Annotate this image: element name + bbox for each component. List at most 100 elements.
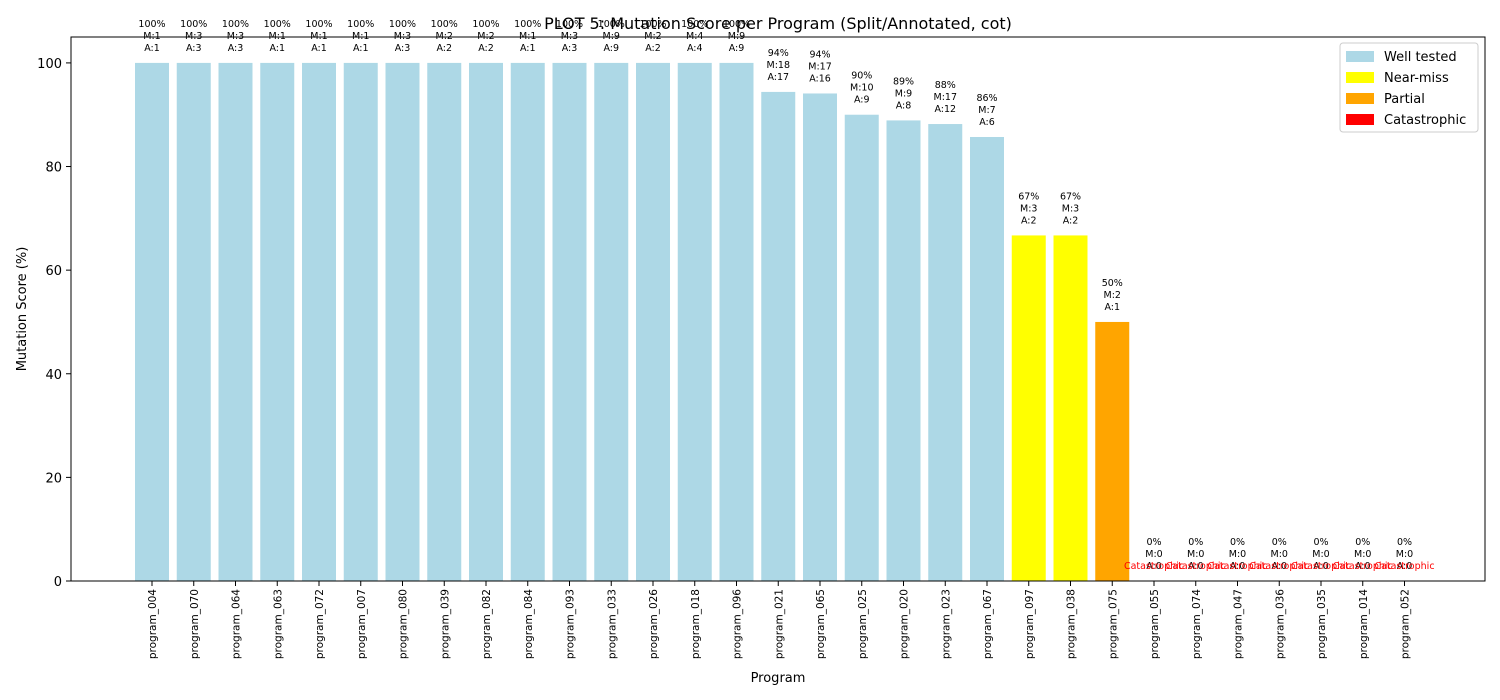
legend-label-cat: Catastrophic: [1384, 113, 1466, 128]
bar-value-label: 100% M:3 A:3: [222, 19, 249, 54]
x-tick-label: program_014: [1358, 589, 1370, 659]
x-tick-label: program_026: [648, 589, 660, 659]
catastrophic-annotation: Catastrophic: [1374, 561, 1434, 572]
bar-value-label: 100% M:9 A:9: [598, 19, 625, 54]
y-tick-label: 20: [45, 471, 62, 486]
legend-box: [1339, 42, 1479, 133]
legend-swatch-partial: [1346, 93, 1374, 104]
x-tick-label: program_036: [1274, 589, 1286, 659]
catastrophic-annotation: Catastrophic: [1291, 561, 1351, 572]
bar-program_065: [803, 93, 837, 581]
bar-program_067: [970, 136, 1004, 582]
catastrophic-annotation: Catastrophic: [1166, 561, 1226, 572]
axes-layer: program_004 program_070 program_064 program…: [37, 36, 1486, 659]
bar-value-label: 67% M:3 A:2: [1018, 191, 1039, 226]
catastrophic-annotation: Catastrophic: [1333, 561, 1393, 572]
bar-value-label: 0% M:0 A:0: [1145, 537, 1162, 572]
y-axis-label: Mutation Score (%): [15, 247, 30, 372]
y-tick-label: 60: [45, 264, 62, 279]
catastrophic-annotation: Catastrophic: [1207, 561, 1267, 572]
y-tick-label: 40: [45, 368, 62, 383]
x-tick-label: program_025: [857, 589, 869, 659]
bar-value-label: 100% M:1 A:1: [514, 19, 541, 54]
legend: Well tested Near-miss Partial Catastrophic: [1339, 42, 1479, 133]
bar-value-label: 94% M:18 A:17: [767, 48, 791, 83]
bar-value-label: 0% M:0 A:0: [1354, 537, 1371, 572]
bar-value-label: 100% M:9 A:9: [723, 19, 750, 54]
x-axis-label: Program: [751, 671, 806, 686]
x-tick-label: program_020: [899, 589, 911, 659]
bar-program_004: [135, 62, 169, 581]
x-tick-label: program_047: [1233, 589, 1245, 659]
bar-value-label: 0% M:0 A:0: [1229, 537, 1246, 572]
x-tick-label: program_064: [231, 589, 243, 659]
legend-swatch-cat: [1346, 114, 1374, 125]
bar-value-label: 86% M:7 A:6: [976, 93, 997, 128]
x-tick-label: program_070: [189, 589, 201, 659]
chart-title: PLOT 5: Mutation Score per Program (Spli…: [544, 14, 1012, 33]
x-tick-label: program_033: [606, 589, 618, 659]
x-tick-label: program_021: [773, 589, 785, 659]
bar-value-label: 100% M:3 A:3: [389, 19, 416, 54]
bar-program_082: [469, 62, 503, 581]
bar-program_021: [761, 91, 796, 582]
bar-value-label: 0% M:0 A:0: [1187, 537, 1204, 572]
x-tick-label: program_067: [982, 589, 994, 659]
x-tick-label: program_097: [1024, 589, 1036, 659]
bar-value-label: 0% M:0 A:0: [1271, 537, 1288, 572]
bar-value-label: 0% M:0 A:0: [1396, 537, 1413, 572]
bar-value-label: 90% M:10 A:9: [850, 71, 874, 106]
bar-program_063: [260, 62, 295, 581]
bar-value-label: 67% M:3 A:2: [1060, 191, 1081, 226]
x-tick-label: program_080: [398, 589, 410, 659]
bar-program_097: [1011, 235, 1046, 581]
bar-program_026: [636, 62, 670, 581]
x-tick-label: program_038: [1066, 589, 1078, 659]
bar-program_007: [343, 62, 378, 581]
legend-label-well: Well tested: [1384, 50, 1457, 65]
bar-value-label: 100% M:1 A:1: [305, 19, 332, 54]
bar-labels-layer: 100% M:1 A:1 100% M:3 A:3 100% M:3 A:3 100% M:1 A:1…: [138, 19, 1434, 572]
bar-value-label: 88% M:17 A:12: [934, 80, 958, 115]
bar-value-label: 100% M:3 A:3: [556, 19, 583, 54]
y-tick-label: 100: [37, 57, 62, 72]
bar-program_025: [844, 114, 879, 581]
legend-label-partial: Partial: [1384, 92, 1425, 107]
bar-program_020: [886, 120, 921, 581]
x-tick-label: program_007: [356, 589, 368, 659]
x-tick-label: program_004: [147, 589, 159, 659]
bar-program_096: [719, 62, 754, 581]
x-tick-label: program_065: [815, 589, 827, 659]
bar-program_072: [302, 62, 336, 581]
x-tick-label: program_039: [439, 589, 451, 659]
bar-value-label: 89% M:9 A:8: [893, 76, 914, 111]
bar-value-label: 100% M:2 A:2: [639, 19, 666, 54]
plot-frame: [70, 36, 1486, 582]
bar-value-label: 100% M:4 A:4: [681, 19, 708, 54]
x-tick-label: program_055: [1149, 589, 1161, 659]
x-tick-label: program_072: [314, 589, 326, 659]
x-tick-label: program_074: [1191, 589, 1203, 659]
bar-value-label: 100% M:1 A:1: [264, 19, 291, 54]
x-tick-label: program_035: [1316, 589, 1328, 659]
bar-program_070: [176, 62, 211, 581]
y-tick-label: 80: [45, 161, 62, 176]
x-tick-label: program_018: [690, 589, 702, 659]
catastrophic-annotation: Catastrophic: [1124, 561, 1184, 572]
x-tick-label: program_063: [272, 589, 284, 659]
y-tick-label: 0: [54, 575, 62, 590]
bar-program_064: [218, 62, 253, 581]
legend-label-near: Near-miss: [1384, 71, 1449, 86]
bar-program_038: [1053, 235, 1088, 581]
legend-swatch-well: [1346, 51, 1374, 62]
bar-program_039: [427, 62, 462, 581]
bar-value-label: 100% M:1 A:1: [347, 19, 374, 54]
bar-program_033: [594, 62, 629, 581]
bar-program_075: [1095, 321, 1130, 581]
x-tick-label: program_084: [523, 589, 535, 659]
bar-value-label: 100% M:3 A:3: [180, 19, 207, 54]
catastrophic-annotation: Catastrophic: [1249, 561, 1309, 572]
x-tick-label: program_075: [1107, 589, 1119, 659]
bar-value-label: 50% M:2 A:1: [1102, 278, 1123, 313]
